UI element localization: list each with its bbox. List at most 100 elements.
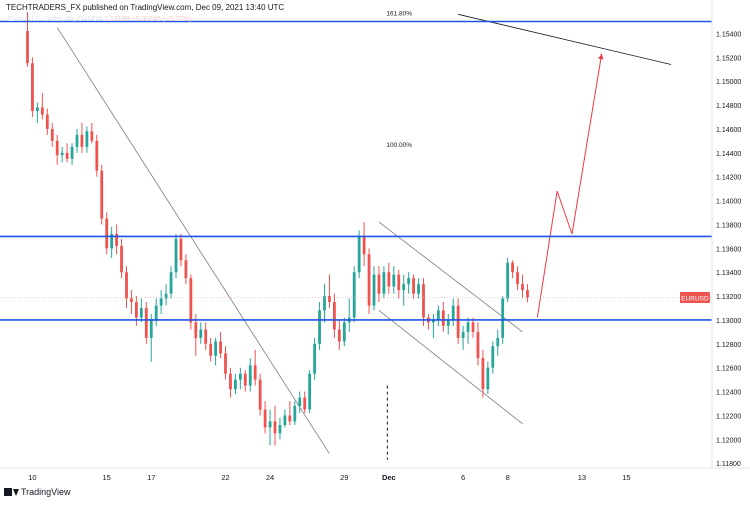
candle-body[interactable] xyxy=(451,305,455,320)
candle-body[interactable] xyxy=(511,262,514,273)
candle-body[interactable] xyxy=(308,373,312,410)
candle-body[interactable] xyxy=(26,31,29,64)
candle-body[interactable] xyxy=(100,170,104,219)
candle-body[interactable] xyxy=(481,358,485,390)
candle-body[interactable] xyxy=(486,367,490,390)
candle-body[interactable] xyxy=(159,298,163,306)
candle-body[interactable] xyxy=(105,218,109,249)
candle-body[interactable] xyxy=(243,373,247,386)
candle-body[interactable] xyxy=(471,322,475,332)
candle-body[interactable] xyxy=(189,278,193,323)
candle-body[interactable] xyxy=(268,421,272,428)
candle-body[interactable] xyxy=(70,146,74,159)
candle-body[interactable] xyxy=(154,305,158,320)
candle-body[interactable] xyxy=(50,128,54,141)
candle-body[interactable] xyxy=(204,329,208,344)
candle-body[interactable] xyxy=(362,236,366,255)
candle-body[interactable] xyxy=(209,343,213,356)
candle-body[interactable] xyxy=(31,63,34,112)
candle-body[interactable] xyxy=(382,272,386,294)
upper-resistance[interactable] xyxy=(458,13,672,65)
candle-body[interactable] xyxy=(125,272,128,299)
candle-body[interactable] xyxy=(521,284,524,291)
projection-path[interactable] xyxy=(536,53,603,318)
candle-body[interactable] xyxy=(491,346,495,368)
candle-body[interactable] xyxy=(248,365,252,386)
candle-body[interactable] xyxy=(194,322,198,338)
candle-body[interactable] xyxy=(75,134,79,147)
tradingview-brand[interactable]: TradingView xyxy=(4,487,71,497)
candle-body[interactable] xyxy=(214,341,217,356)
candle-body[interactable] xyxy=(323,296,326,311)
candle-body[interactable] xyxy=(95,140,99,171)
candle-body[interactable] xyxy=(135,302,138,318)
candle-body[interactable] xyxy=(40,107,44,115)
candle-body[interactable] xyxy=(318,310,321,344)
candle-body[interactable] xyxy=(278,425,282,434)
candle-body[interactable] xyxy=(219,341,222,354)
candle-body[interactable] xyxy=(65,152,69,159)
candle-body[interactable] xyxy=(184,260,188,279)
candle-body[interactable] xyxy=(224,353,227,374)
candle-body[interactable] xyxy=(422,284,425,318)
candle-body[interactable] xyxy=(397,274,401,291)
candle-body[interactable] xyxy=(174,238,178,273)
candle-body[interactable] xyxy=(357,236,361,273)
candle-body[interactable] xyxy=(45,114,49,129)
candle-body[interactable] xyxy=(273,421,277,434)
candle-body[interactable] xyxy=(36,107,39,112)
candle-body[interactable] xyxy=(55,140,59,156)
candle-body[interactable] xyxy=(144,308,148,338)
candle-body[interactable] xyxy=(258,379,262,410)
candle-body[interactable] xyxy=(303,397,307,410)
candle-body[interactable] xyxy=(149,319,153,338)
candle-body[interactable] xyxy=(115,234,118,246)
candle-body[interactable] xyxy=(130,298,133,303)
candle-body[interactable] xyxy=(229,373,232,390)
candle-body[interactable] xyxy=(199,329,203,338)
candle-body[interactable] xyxy=(436,310,440,320)
candle-body[interactable] xyxy=(352,272,356,318)
candle-body[interactable] xyxy=(293,405,297,422)
candle-body[interactable] xyxy=(288,415,292,422)
candle-body[interactable] xyxy=(253,365,257,380)
candle-body[interactable] xyxy=(337,329,341,342)
candle-body[interactable] xyxy=(110,234,114,249)
candle-body[interactable] xyxy=(377,274,381,294)
candle-body[interactable] xyxy=(466,322,470,332)
candle-body[interactable] xyxy=(342,322,346,342)
candle-body[interactable] xyxy=(313,343,316,374)
candle-body[interactable] xyxy=(283,415,287,426)
candle-body[interactable] xyxy=(417,284,420,294)
candle-body[interactable] xyxy=(238,373,242,380)
candle-body[interactable] xyxy=(496,337,500,347)
channel-bottom[interactable] xyxy=(378,310,523,425)
candle-body[interactable] xyxy=(80,134,84,147)
candle-body[interactable] xyxy=(456,305,460,338)
candle-body[interactable] xyxy=(60,152,64,156)
candle-body[interactable] xyxy=(461,331,465,338)
candle-body[interactable] xyxy=(446,319,450,326)
candle-body[interactable] xyxy=(179,238,183,261)
candle-body[interactable] xyxy=(263,409,267,428)
candle-body[interactable] xyxy=(372,274,376,306)
candle-body[interactable] xyxy=(298,397,302,406)
candle-body[interactable] xyxy=(407,278,411,285)
candle-body[interactable] xyxy=(234,379,237,390)
candle-body[interactable] xyxy=(169,272,173,294)
candle-body[interactable] xyxy=(412,278,415,294)
candle-body[interactable] xyxy=(402,284,406,291)
candle-body[interactable] xyxy=(441,310,445,326)
candle-body[interactable] xyxy=(392,274,396,287)
candle-body[interactable] xyxy=(387,272,391,287)
candle-body[interactable] xyxy=(120,245,123,273)
candle-body[interactable] xyxy=(333,302,336,330)
channel-top[interactable] xyxy=(378,221,523,333)
candle-body[interactable] xyxy=(85,131,89,147)
candle-body[interactable] xyxy=(501,298,505,338)
candle-body[interactable] xyxy=(516,272,519,285)
candle-body[interactable] xyxy=(139,308,143,318)
candle-body[interactable] xyxy=(432,319,435,323)
down-trendline[interactable] xyxy=(56,27,330,454)
